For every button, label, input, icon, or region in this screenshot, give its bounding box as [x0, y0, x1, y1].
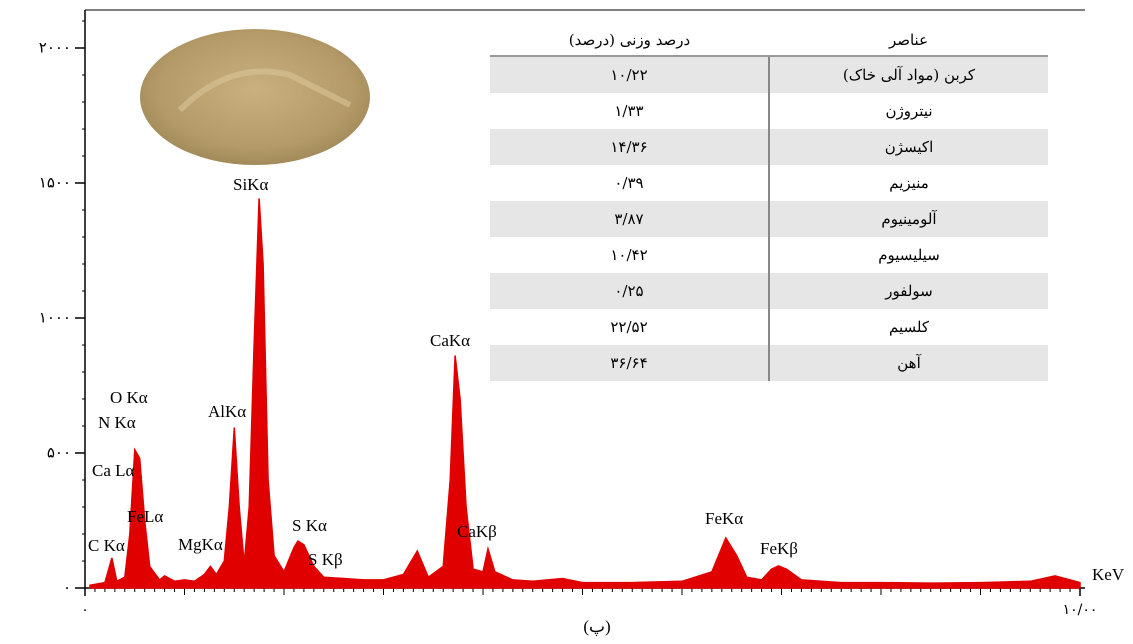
peak-label: CaKα	[430, 331, 470, 350]
peak-label: N Kα	[98, 413, 136, 432]
y-tick-label: ۱۵۰۰	[39, 174, 71, 192]
weight-cell: ۱۴/۳۶	[490, 129, 769, 165]
x-tick-label: ۱۰/۰۰	[1063, 602, 1098, 618]
column-header: عناصر	[769, 25, 1048, 56]
element-cell: کربن (مواد آلی خاک)	[769, 56, 1048, 93]
y-tick-label: ۵۰۰	[47, 444, 71, 462]
element-cell: آهن	[769, 345, 1048, 381]
y-tick-label: ۱۰۰۰	[39, 309, 71, 327]
element-cell: سیلیسیوم	[769, 237, 1048, 273]
element-cell: منیزیم	[769, 165, 1048, 201]
peak-label: AlKα	[208, 402, 246, 421]
column-header: درصد وزنی (درصد)	[490, 25, 769, 56]
peak-label: FeLα	[127, 507, 163, 526]
weight-cell: ۱۰/۲۲	[490, 56, 769, 93]
y-tick-label: ۲۰۰۰	[39, 39, 71, 57]
element-cell: آلومینیوم	[769, 201, 1048, 237]
caption: (پ)	[583, 617, 610, 637]
peak-label: CaKβ	[457, 522, 497, 541]
peak-label: FeKβ	[760, 539, 798, 558]
peak-label: O Kα	[110, 388, 148, 407]
peak-label: S Kβ	[308, 550, 343, 569]
peak-label: MgKα	[178, 535, 223, 554]
weight-cell: ۰/۲۵	[490, 273, 769, 309]
element-cell: نیتروژن	[769, 93, 1048, 129]
x-tick-label: ۰	[81, 602, 89, 618]
element-cell: کلسیم	[769, 309, 1048, 345]
weight-cell: ۳/۸۷	[490, 201, 769, 237]
y-tick-label: ۰	[63, 579, 71, 597]
weight-cell: ۲۲/۵۲	[490, 309, 769, 345]
x-unit: KeV	[1092, 565, 1125, 584]
peak-label: SiKα	[233, 175, 268, 194]
element-cell: اکیسژن	[769, 129, 1048, 165]
peak-label: S Kα	[292, 516, 327, 535]
element-cell: سولفور	[769, 273, 1048, 309]
peak-label: C Kα	[88, 536, 125, 555]
weight-cell: ۱۰/۴۲	[490, 237, 769, 273]
weight-cell: ۰/۳۹	[490, 165, 769, 201]
peak-label: Ca Lα	[92, 461, 135, 480]
page: KeV (پ) ۰ ۵۰۰ ۱۰۰۰ ۱۵۰۰ ۲۰۰۰ ۰ ۱۰/۰۰ C Kα Ca Lα N…	[0, 0, 1133, 644]
table-row: کربن (مواد آلی خاک)۱۰/۲۲	[490, 56, 1048, 93]
peak-label: FeKα	[705, 509, 743, 528]
weight-cell: ۱/۳۳	[490, 93, 769, 129]
weight-cell: ۳۶/۶۴	[490, 345, 769, 381]
